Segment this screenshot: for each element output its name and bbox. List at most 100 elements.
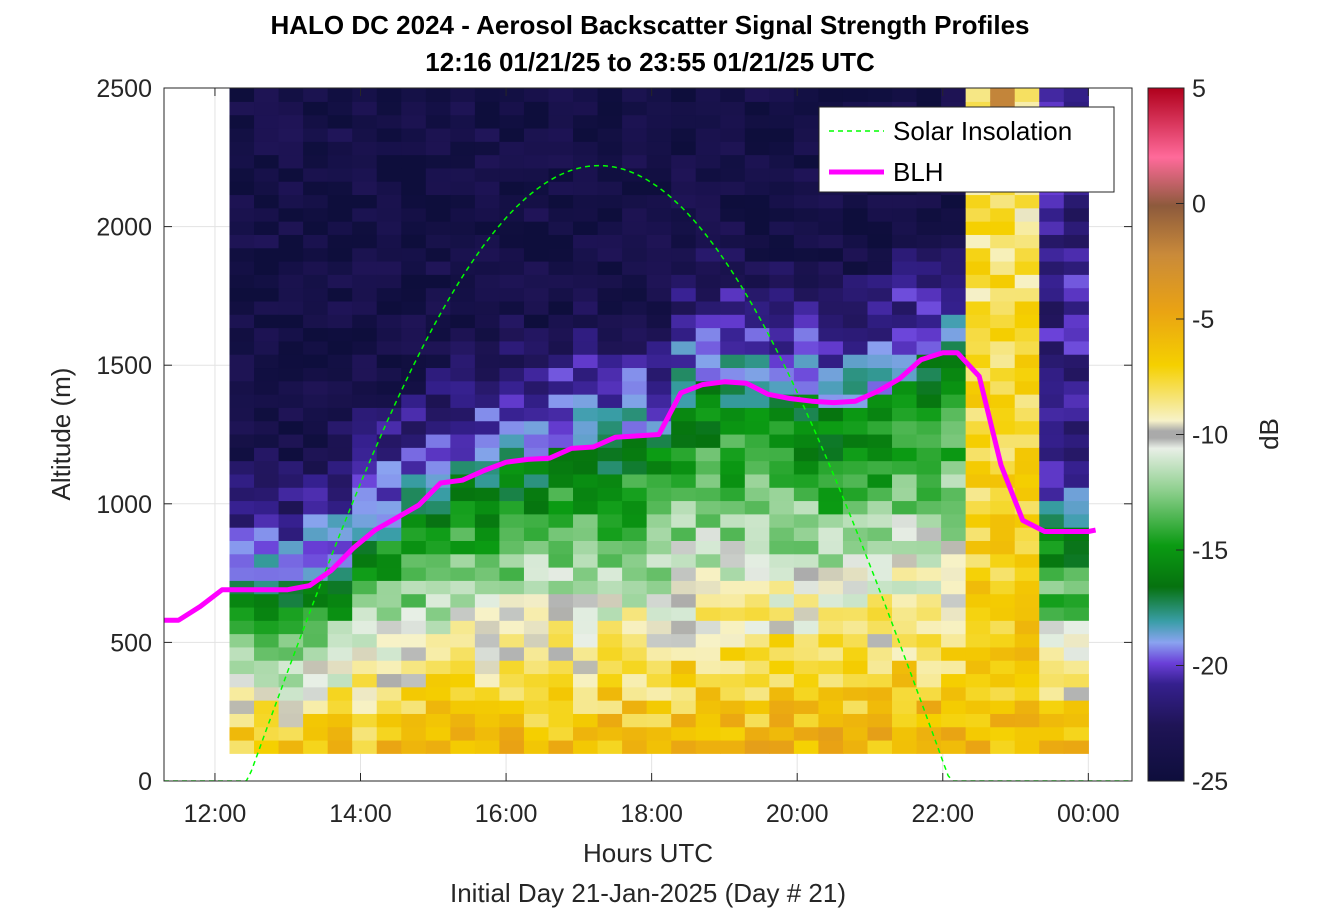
heatmap-cell <box>229 700 255 714</box>
heatmap-cell <box>597 553 623 568</box>
heatmap-cell <box>229 380 255 395</box>
heatmap-cell <box>842 327 869 342</box>
heatmap-cell <box>646 606 672 621</box>
heatmap-cell <box>892 340 918 355</box>
heatmap-cell <box>646 194 672 209</box>
heatmap-cell <box>941 234 967 249</box>
heatmap-cell <box>744 207 770 222</box>
heatmap-cell <box>352 221 378 235</box>
heatmap-cell <box>229 606 255 621</box>
heatmap-cell <box>793 447 820 462</box>
heatmap-cell <box>818 287 844 302</box>
heatmap-cell <box>965 234 991 249</box>
heatmap-cell <box>597 394 623 408</box>
heatmap-cell <box>842 260 869 275</box>
heatmap-cell <box>327 340 353 355</box>
heatmap-cell <box>254 593 280 608</box>
heatmap-cell <box>892 88 918 102</box>
heatmap-cell <box>254 420 280 435</box>
heatmap-cell <box>278 540 304 555</box>
heatmap-cell <box>376 300 402 315</box>
heatmap-cell <box>1063 260 1089 275</box>
heatmap-cell <box>573 739 599 754</box>
heatmap-cell <box>941 447 967 462</box>
heatmap-cell <box>793 300 820 315</box>
heatmap-cell <box>376 207 402 222</box>
heatmap-cell <box>1039 606 1065 621</box>
heatmap-cell <box>916 380 942 395</box>
heatmap-cell <box>671 513 697 528</box>
heatmap-cell <box>254 367 280 382</box>
heatmap-cell <box>352 287 378 302</box>
heatmap-cell <box>229 460 255 475</box>
heatmap-cell <box>425 314 451 329</box>
heatmap-cell <box>597 181 623 196</box>
heatmap-cell <box>523 713 550 728</box>
heatmap-cell <box>278 567 304 581</box>
heatmap-cell <box>474 580 501 595</box>
heatmap-cell <box>646 114 672 129</box>
heatmap-cell <box>867 407 893 422</box>
heatmap-cell <box>793 726 820 741</box>
heatmap-cell <box>474 221 501 235</box>
heatmap-cell <box>303 487 329 502</box>
heatmap-cell <box>327 181 353 196</box>
heatmap-cell <box>450 646 476 661</box>
heatmap-cell <box>793 580 820 595</box>
heatmap-cell <box>254 287 280 302</box>
heatmap-cell <box>474 101 501 116</box>
heatmap-cell <box>892 447 918 462</box>
heatmap-cell <box>720 274 746 289</box>
heatmap-cell <box>990 739 1016 754</box>
heatmap-cell <box>892 567 918 581</box>
heatmap-cell <box>523 646 550 661</box>
heatmap-cell <box>327 88 353 102</box>
heatmap-cell <box>548 114 574 129</box>
heatmap-cell <box>450 540 476 555</box>
heatmap-cell <box>793 593 820 608</box>
heatmap-cell <box>941 420 967 435</box>
heatmap-cell <box>695 367 721 382</box>
heatmap-cell <box>573 380 599 395</box>
heatmap-cell <box>474 394 501 408</box>
heatmap-cell <box>303 460 329 475</box>
backscatter-heatmap <box>229 88 1089 754</box>
heatmap-cell <box>229 181 255 196</box>
heatmap-cell <box>744 580 770 595</box>
heatmap-cell <box>573 181 599 196</box>
heatmap-cell <box>842 194 869 209</box>
heatmap-cell <box>303 447 329 462</box>
heatmap-cell <box>425 686 451 701</box>
heatmap-cell <box>941 739 967 754</box>
heatmap-cell <box>376 633 402 648</box>
heatmap-cell <box>450 460 476 475</box>
heatmap-cell <box>965 527 991 541</box>
heatmap-cell <box>867 394 893 408</box>
heatmap-cell <box>376 700 402 714</box>
heatmap-cell <box>695 620 721 635</box>
heatmap-cell <box>376 274 402 289</box>
heatmap-cell <box>597 646 623 661</box>
heatmap-cell <box>401 620 427 635</box>
heatmap-cell <box>1039 739 1065 754</box>
heatmap-cell <box>523 739 550 754</box>
heatmap-cell <box>990 540 1016 555</box>
heatmap-cell <box>474 354 501 369</box>
heatmap-cell <box>941 380 967 395</box>
heatmap-cell <box>842 739 869 754</box>
heatmap-cell <box>818 580 844 595</box>
heatmap-cell <box>842 447 869 462</box>
heatmap-cell <box>597 593 623 608</box>
heatmap-cell <box>720 207 746 222</box>
heatmap-cell <box>499 221 525 235</box>
heatmap-cell <box>941 88 967 102</box>
heatmap-cell <box>916 394 942 408</box>
heatmap-cell <box>744 300 770 315</box>
heatmap-cell <box>254 274 280 289</box>
heatmap-cell <box>695 447 721 462</box>
heatmap-cell <box>646 540 672 555</box>
heatmap-cell <box>327 141 353 156</box>
heatmap-cell <box>450 673 476 688</box>
x-tick-label: 00:00 <box>1057 800 1120 828</box>
heatmap-cell <box>597 247 623 262</box>
